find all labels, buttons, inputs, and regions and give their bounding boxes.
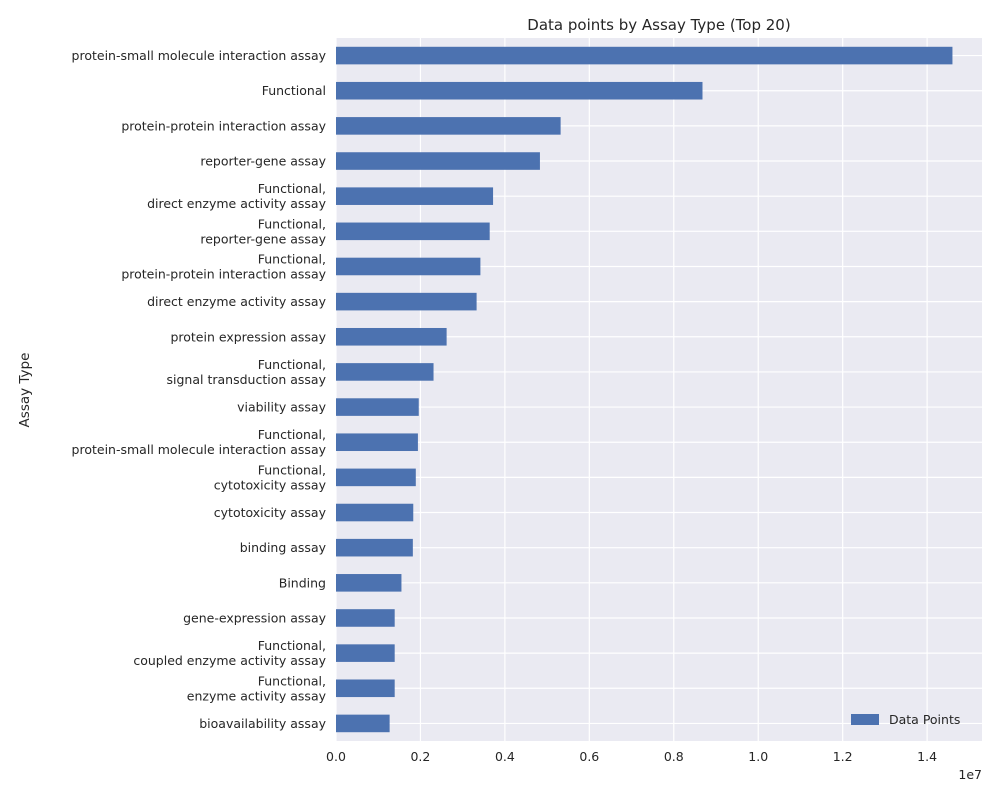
category-label: Functional, reporter-gene assay xyxy=(200,216,326,246)
category-label: binding assay xyxy=(240,540,327,555)
legend: Data Points xyxy=(851,712,960,727)
bar xyxy=(336,327,447,346)
y-axis-title: Assay Type xyxy=(17,353,33,428)
x-axis-offset-text: 1e7 xyxy=(958,767,982,782)
category-label: direct enzyme activity assay xyxy=(147,294,327,309)
category-label: viability assay xyxy=(237,400,327,415)
x-tick-label: 0.0 xyxy=(326,749,346,764)
bar xyxy=(336,714,390,733)
legend-swatch xyxy=(851,714,879,725)
x-tick-label: 0.2 xyxy=(410,749,430,764)
category-label: Functional, signal transduction assay xyxy=(167,357,327,387)
category-labels: protein-small molecule interaction assay… xyxy=(72,48,327,731)
category-label: Binding xyxy=(279,575,326,590)
category-label: Functional, enzyme activity assay xyxy=(187,673,327,703)
bar xyxy=(336,433,418,452)
x-tick-label: 1.4 xyxy=(917,749,937,764)
category-label: reporter-gene assay xyxy=(200,154,326,169)
x-tick-label: 0.4 xyxy=(495,749,515,764)
bar xyxy=(336,187,494,205)
x-tick-label: 0.6 xyxy=(579,749,599,764)
bar xyxy=(336,257,481,276)
category-label: Functional, coupled enzyme activity assay xyxy=(133,638,326,668)
category-label: protein-small molecule interaction assay xyxy=(72,48,327,63)
x-tick-labels: 0.0 0.2 0.4 0.6 0.8 1.0 1.2 1.4 xyxy=(326,749,937,764)
category-label: protein expression assay xyxy=(170,329,326,344)
bar xyxy=(336,81,703,100)
bar xyxy=(336,644,395,662)
bars xyxy=(336,46,953,733)
bar xyxy=(336,574,402,592)
bar xyxy=(336,398,419,416)
bar xyxy=(336,679,395,698)
category-label: Functional xyxy=(262,83,326,98)
x-tick-label: 0.8 xyxy=(664,749,684,764)
bar xyxy=(336,222,490,241)
chart-title: Data points by Assay Type (Top 20) xyxy=(527,16,790,34)
bar xyxy=(336,46,953,65)
category-label: Functional, protein-protein interaction a… xyxy=(121,251,326,281)
category-label: Functional, cytotoxicity assay xyxy=(214,462,327,492)
bar xyxy=(336,152,540,170)
category-label: gene-expression assay xyxy=(183,610,326,625)
category-label: protein-protein interaction assay xyxy=(121,118,326,133)
category-label: bioavailability assay xyxy=(199,716,326,731)
bar xyxy=(336,363,434,381)
bar xyxy=(336,117,561,135)
plot-background xyxy=(336,38,982,741)
bar xyxy=(336,503,414,522)
bar xyxy=(336,538,413,557)
bar xyxy=(336,609,395,627)
bar xyxy=(336,292,477,311)
legend-label: Data Points xyxy=(889,712,960,727)
x-tick-label: 1.2 xyxy=(833,749,853,764)
category-label: cytotoxicity assay xyxy=(214,505,327,520)
x-tick-label: 1.0 xyxy=(748,749,768,764)
category-label: Functional, direct enzyme activity assay xyxy=(147,181,327,211)
category-label: Functional, protein-small molecule intera… xyxy=(72,427,327,457)
bar xyxy=(336,468,416,487)
